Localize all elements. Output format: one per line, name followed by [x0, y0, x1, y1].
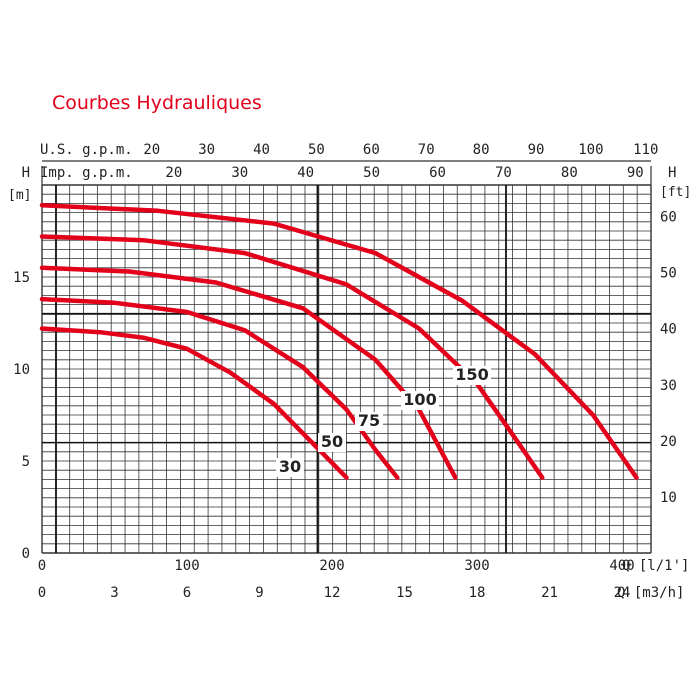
x-m3h-tick-label: 0 — [38, 585, 46, 601]
x-lpm-tick-label: 0 — [38, 558, 46, 574]
x-usgpm-tick-label: 100 — [578, 142, 603, 158]
x-lpm-tick-label: 200 — [319, 558, 344, 574]
curve-100 — [39, 234, 545, 480]
curve-label-bg — [453, 366, 491, 385]
curve-label-bg — [318, 433, 346, 452]
x-m3h-unit-label: Q [m3/h] — [617, 585, 684, 601]
x-lpm-tick-label: 300 — [464, 558, 489, 574]
curve-150 — [39, 202, 639, 480]
x-usgpm-tick-label: 50 — [308, 142, 325, 158]
x-usgpm-tick-label: 110 — [633, 142, 658, 158]
x-impgpm-tick-label: 90 — [627, 165, 644, 181]
chart-title: Courbes Hydrauliques — [52, 92, 262, 114]
x-impgpm-tick-label: 40 — [297, 165, 314, 181]
y-right-tick-label: 50 — [660, 266, 677, 282]
curve-50 — [39, 296, 400, 480]
x-m3h-tick-label: 9 — [255, 585, 263, 601]
x-m3h-tick-label: 12 — [324, 585, 341, 601]
y-left-unit-label: [m] — [8, 188, 31, 203]
x-usgpm-tick-label: 40 — [253, 142, 270, 158]
x-lpm-unit-label: Q [l/1'] — [622, 558, 689, 574]
x-m3h-tick-label: 6 — [183, 585, 191, 601]
x-usgpm-tick-label: 80 — [473, 142, 490, 158]
x-lpm-tick-label: 100 — [174, 558, 199, 574]
x-usgpm-tick-label: 20 — [143, 142, 160, 158]
x-impgpm-tick-label: 70 — [495, 165, 512, 181]
x-lpm-tick-label: 400 — [609, 558, 634, 574]
y-right-unit-label: [ft] — [660, 185, 691, 200]
curve-labels: 30 50 75 100 150 — [276, 365, 491, 477]
y-right-tick-label: 10 — [660, 490, 677, 506]
curve-30 — [39, 326, 349, 480]
y-right-tick-label: 20 — [660, 434, 677, 450]
curve-75 — [39, 265, 458, 480]
y-right-axis-letter: H — [668, 165, 676, 181]
y-left-tick-label: 5 — [22, 454, 30, 470]
x-m3h-tick-label: 15 — [396, 585, 413, 601]
curve-label-75: 75 — [355, 411, 383, 431]
chart-grid — [41, 184, 652, 554]
x-m3h-tick-label: 24 — [614, 585, 631, 601]
curve-label-150: 150 — [453, 365, 491, 385]
x-usgpm-tick-label: 60 — [363, 142, 380, 158]
x-impgpm-tick-label: 60 — [429, 165, 446, 181]
x-impgpm-unit-label: Imp. g.p.m. — [40, 165, 133, 181]
x-usgpm-tick-label: 70 — [418, 142, 435, 158]
y-right-tick-label: 40 — [660, 322, 677, 338]
curve-label-text: 75 — [358, 411, 380, 430]
x-m3h-tick-label: 3 — [110, 585, 118, 601]
curve-label-bg — [401, 391, 439, 410]
y-left-axis-letter: H — [22, 165, 30, 181]
x-impgpm-tick-label: 20 — [165, 165, 182, 181]
curve-label-text: 30 — [279, 457, 301, 476]
curve-label-text: 50 — [321, 432, 343, 451]
curve-label-bg — [355, 412, 383, 431]
x-impgpm-tick-label: 80 — [561, 165, 578, 181]
curve-label-text: 150 — [455, 365, 488, 384]
curve-label-30: 30 — [276, 457, 304, 477]
x-m3h-tick-label: 18 — [469, 585, 486, 601]
x-impgpm-tick-label: 50 — [363, 165, 380, 181]
x-usgpm-tick-label: 90 — [528, 142, 545, 158]
x-usgpm-unit-label: U.S. g.p.m. — [40, 142, 133, 158]
x-usgpm-tick-label: 30 — [198, 142, 215, 158]
y-left-tick-label: 10 — [13, 362, 30, 378]
curve-label-bg — [276, 458, 304, 477]
curve-label-text: 100 — [403, 390, 436, 409]
y-left-tick-label: 15 — [13, 270, 30, 286]
curve-label-100: 100 — [401, 390, 439, 410]
x-m3h-tick-label: 21 — [541, 585, 558, 601]
x-impgpm-tick-label: 30 — [231, 165, 248, 181]
y-left-tick-label: 0 — [22, 546, 30, 562]
curve-label-50: 50 — [318, 432, 346, 452]
y-right-tick-label: 30 — [660, 378, 677, 394]
y-right-tick-label: 60 — [660, 210, 677, 226]
